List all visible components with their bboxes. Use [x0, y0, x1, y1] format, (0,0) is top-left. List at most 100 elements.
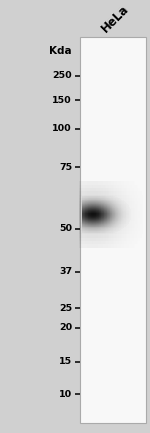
Bar: [130, 181, 132, 184]
Bar: [100, 200, 101, 201]
Bar: [93, 198, 94, 199]
Bar: [114, 181, 116, 184]
Bar: [90, 208, 92, 211]
Bar: [121, 241, 122, 244]
Bar: [95, 198, 96, 201]
Bar: [87, 231, 88, 232]
Bar: [116, 224, 117, 225]
Bar: [85, 214, 87, 218]
Bar: [123, 217, 124, 218]
Bar: [88, 225, 89, 226]
Bar: [119, 207, 120, 208]
Bar: [100, 201, 101, 202]
Bar: [79, 204, 80, 208]
Bar: [126, 222, 127, 223]
Bar: [119, 208, 120, 209]
Bar: [118, 219, 119, 220]
Bar: [88, 214, 89, 215]
Bar: [117, 224, 119, 228]
Bar: [87, 244, 88, 248]
Bar: [119, 220, 120, 221]
Bar: [107, 228, 108, 229]
Bar: [98, 196, 99, 197]
Bar: [108, 188, 109, 191]
Bar: [109, 221, 111, 224]
Bar: [108, 181, 109, 184]
Bar: [121, 210, 122, 211]
Bar: [104, 224, 105, 225]
Bar: [114, 196, 115, 197]
Bar: [108, 198, 109, 201]
Bar: [124, 201, 125, 202]
Bar: [126, 198, 127, 201]
Bar: [88, 219, 89, 220]
Bar: [135, 214, 137, 218]
Bar: [109, 215, 110, 216]
Bar: [126, 212, 127, 213]
Bar: [106, 184, 108, 188]
Bar: [116, 219, 117, 220]
Bar: [130, 194, 132, 198]
Bar: [95, 231, 96, 232]
Bar: [108, 224, 109, 228]
Bar: [85, 200, 86, 201]
Bar: [82, 204, 83, 205]
Bar: [121, 206, 122, 207]
Bar: [119, 241, 121, 244]
Bar: [111, 188, 113, 191]
Bar: [101, 215, 102, 216]
Bar: [96, 201, 98, 204]
Bar: [89, 208, 90, 209]
Bar: [109, 225, 110, 226]
Bar: [126, 221, 127, 224]
Bar: [95, 214, 96, 215]
Bar: [80, 208, 82, 211]
Bar: [135, 218, 137, 221]
Bar: [88, 228, 90, 231]
Bar: [98, 184, 100, 188]
Bar: [122, 238, 124, 241]
Bar: [121, 198, 122, 201]
Bar: [126, 244, 127, 248]
Bar: [128, 208, 129, 209]
Bar: [126, 208, 127, 211]
Bar: [106, 234, 108, 238]
Bar: [117, 212, 118, 213]
Bar: [94, 229, 95, 230]
Bar: [98, 227, 99, 228]
Bar: [112, 221, 113, 222]
Bar: [88, 204, 90, 208]
Bar: [124, 208, 126, 211]
Bar: [129, 241, 130, 244]
Bar: [85, 231, 87, 234]
Bar: [98, 222, 99, 223]
Bar: [101, 181, 103, 184]
Bar: [129, 191, 130, 194]
Bar: [121, 194, 122, 198]
Bar: [111, 199, 112, 200]
Bar: [100, 225, 101, 226]
Bar: [93, 220, 94, 221]
Bar: [82, 202, 83, 203]
Bar: [142, 224, 143, 228]
Bar: [121, 227, 122, 228]
Bar: [99, 220, 100, 221]
Bar: [121, 213, 122, 214]
Bar: [88, 217, 89, 218]
Bar: [82, 194, 84, 198]
Bar: [90, 238, 92, 241]
Bar: [84, 229, 85, 230]
Bar: [80, 191, 82, 194]
Bar: [122, 208, 124, 211]
Bar: [122, 221, 124, 224]
Bar: [118, 205, 119, 206]
Bar: [114, 234, 116, 238]
Bar: [107, 204, 108, 205]
Bar: [122, 234, 124, 238]
Bar: [93, 213, 94, 214]
Bar: [111, 221, 113, 224]
Bar: [116, 188, 117, 191]
Bar: [95, 217, 96, 218]
Bar: [137, 218, 138, 221]
Bar: [87, 223, 88, 224]
